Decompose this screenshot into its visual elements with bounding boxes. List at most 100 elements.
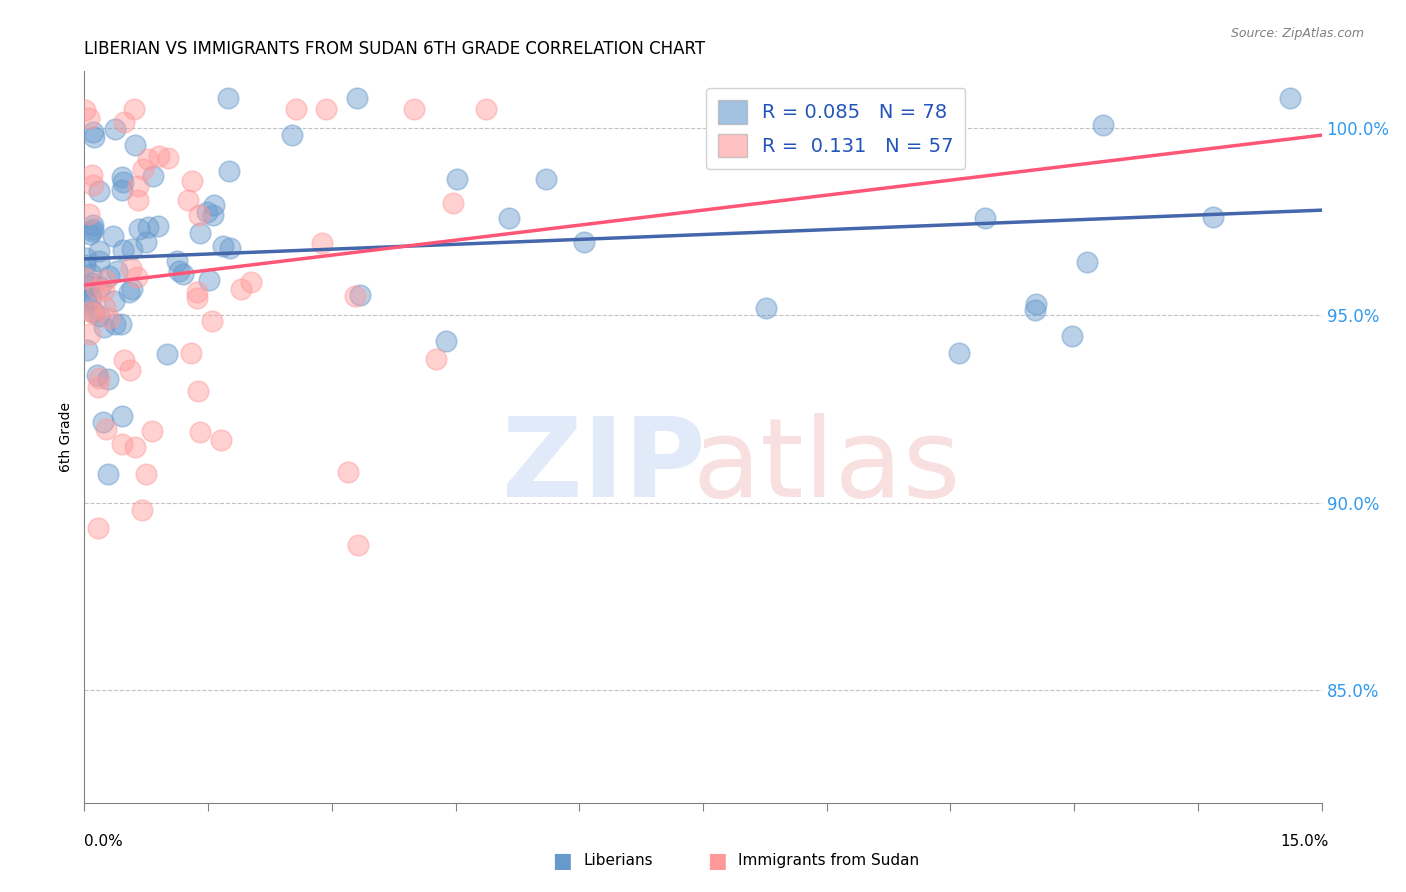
Text: Liberians: Liberians: [583, 854, 654, 868]
Point: [1060, 329, 1083, 343]
Point: [167, 264, 190, 278]
Point: [77, 278, 100, 293]
Point: [188, 226, 211, 240]
Point: [315, 102, 337, 116]
Point: [82, 219, 104, 233]
Point: [87, 521, 110, 535]
Point: [217, 91, 239, 105]
Point: [104, 317, 127, 331]
Point: [180, 346, 202, 360]
Point: [186, 285, 208, 299]
Point: [79, 327, 101, 342]
Point: [209, 433, 232, 447]
Point: [240, 275, 263, 289]
Point: [135, 467, 157, 481]
Point: [111, 409, 134, 423]
Point: [475, 102, 498, 116]
Point: [425, 352, 447, 367]
Point: [157, 152, 180, 166]
Point: [127, 193, 149, 207]
Point: [166, 254, 188, 268]
Point: [201, 314, 224, 328]
Text: atlas: atlas: [693, 413, 960, 520]
Point: [131, 503, 153, 517]
Point: [120, 260, 142, 275]
Point: [172, 268, 194, 282]
Point: [441, 196, 464, 211]
Point: [76, 343, 98, 357]
Point: [104, 121, 127, 136]
Text: ZIP: ZIP: [502, 413, 706, 520]
Point: [77, 206, 100, 220]
Point: [121, 282, 143, 296]
Point: [75, 258, 97, 272]
Point: [231, 283, 253, 297]
Point: [93, 283, 115, 297]
Point: [122, 102, 145, 116]
Point: [83, 129, 105, 144]
Text: 0.0%: 0.0%: [84, 834, 124, 849]
Point: [111, 437, 134, 451]
Point: [75, 103, 97, 118]
Point: [572, 235, 595, 250]
Point: [80, 225, 103, 239]
Point: [1092, 118, 1115, 132]
Point: [284, 102, 307, 116]
Point: [87, 244, 110, 258]
Y-axis label: 6th Grade: 6th Grade: [59, 402, 73, 472]
Point: [89, 310, 111, 324]
Point: [1025, 297, 1047, 311]
Point: [141, 169, 163, 184]
Point: [112, 115, 135, 129]
Point: [121, 242, 143, 256]
Point: [103, 293, 125, 308]
Point: [195, 204, 218, 219]
Point: [202, 198, 225, 212]
Point: [79, 304, 101, 318]
Point: [91, 415, 114, 429]
Point: [118, 285, 141, 299]
Point: [146, 219, 169, 234]
Point: [141, 424, 163, 438]
Point: [75, 293, 97, 308]
Point: [1024, 302, 1046, 317]
Point: [93, 320, 115, 334]
Point: [94, 301, 117, 315]
Point: [112, 244, 135, 258]
Point: [101, 229, 124, 244]
Point: [89, 254, 111, 268]
Point: [98, 268, 121, 283]
Point: [336, 466, 359, 480]
Point: [131, 161, 153, 176]
Point: [111, 169, 134, 184]
Point: [97, 310, 120, 325]
Point: [82, 221, 104, 235]
Point: [86, 282, 108, 296]
Point: [83, 305, 105, 319]
Point: [82, 178, 104, 193]
Point: [434, 334, 457, 349]
Point: [197, 272, 219, 286]
Point: [80, 267, 103, 281]
Point: [76, 295, 98, 310]
Point: [82, 306, 104, 320]
Point: [281, 128, 304, 142]
Point: [75, 271, 97, 285]
Point: [94, 273, 117, 287]
Point: [79, 277, 101, 291]
Point: [89, 279, 111, 293]
Point: [135, 235, 157, 249]
Point: [188, 425, 211, 439]
Point: [219, 241, 242, 255]
Point: [79, 227, 101, 242]
Point: [402, 102, 425, 116]
Point: [536, 172, 558, 186]
Point: [1076, 254, 1098, 268]
Text: Source: ZipAtlas.com: Source: ZipAtlas.com: [1230, 27, 1364, 40]
Point: [120, 363, 142, 377]
Point: [136, 219, 159, 234]
Point: [80, 291, 103, 305]
Point: [344, 289, 367, 303]
Text: ■: ■: [707, 851, 727, 871]
Point: [218, 163, 240, 178]
